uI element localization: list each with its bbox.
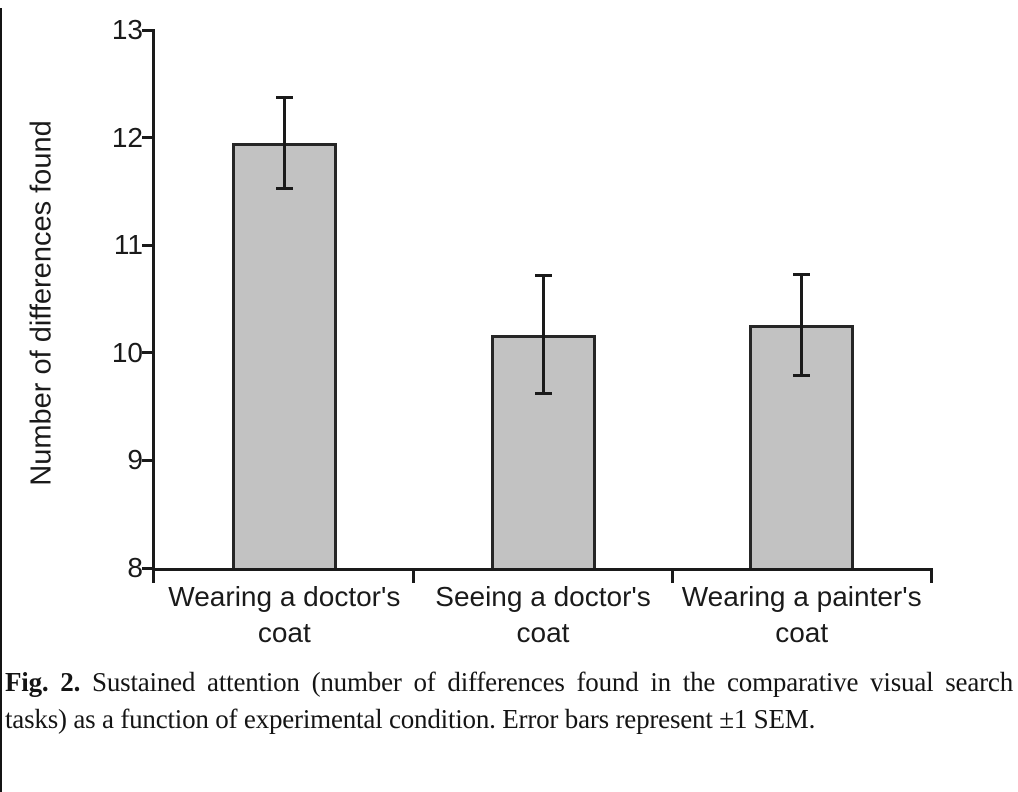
plot-area [142,28,933,583]
y-tick-label: 9 [127,444,143,476]
caption-label: Fig. 2. [5,667,81,697]
error-bar-line-2 [800,274,804,376]
x-axis-tick [412,568,416,583]
error-bar-cap-top-1 [534,273,552,277]
y-axis-tick [142,458,155,462]
x-axis-label-0: Wearing a doctor's coat [155,579,414,651]
y-tick-label: 10 [111,336,143,368]
x-axis-label-line: Seeing a doctor's [435,581,651,612]
x-axis-label-line: Wearing a painter's [681,581,922,612]
y-tick-label: 11 [113,229,143,261]
caption-text: Sustained attention (number of differenc… [5,667,1013,734]
y-axis-tick [142,136,155,140]
x-axis-labels: Wearing a doctor's coat Seeing a doctor's c… [155,579,931,651]
error-bar-cap-top-2 [793,272,811,276]
column-rule [0,8,2,792]
x-axis-tick [152,568,155,583]
y-axis-tick [142,566,155,570]
x-axis-label-line: coat [775,617,829,648]
x-axis-label-line: coat [257,617,311,648]
x-axis-label-line: coat [516,617,570,648]
bar-0 [231,142,337,568]
y-axis-tick [142,351,155,355]
y-axis-tick [142,243,155,247]
y-axis-title: Number of differences found [25,120,58,486]
x-axis-tick [670,568,674,583]
y-tick-label: 12 [111,121,143,153]
x-axis-label-1: Seeing a doctor's coat [414,579,673,651]
error-bar-line-1 [541,275,545,394]
error-bar-cap-bottom-0 [275,186,293,190]
y-tick-labels: 13 12 11 10 9 8 [75,14,143,583]
y-axis-tick [142,28,155,32]
y-tick-label: 8 [127,552,143,583]
error-bar-cap-bottom-2 [793,373,811,377]
x-axis-tick [929,568,933,583]
x-axis-label-line: Wearing a doctor's [168,581,401,612]
error-bar-line-0 [282,97,286,189]
y-tick-label: 13 [111,14,143,45]
error-bar-cap-bottom-1 [534,392,552,396]
x-axis-label-2: Wearing a painter's coat [672,579,931,651]
figure-caption: Fig. 2. Sustained attention (number of d… [5,664,1013,738]
error-bar-cap-top-0 [275,96,293,100]
